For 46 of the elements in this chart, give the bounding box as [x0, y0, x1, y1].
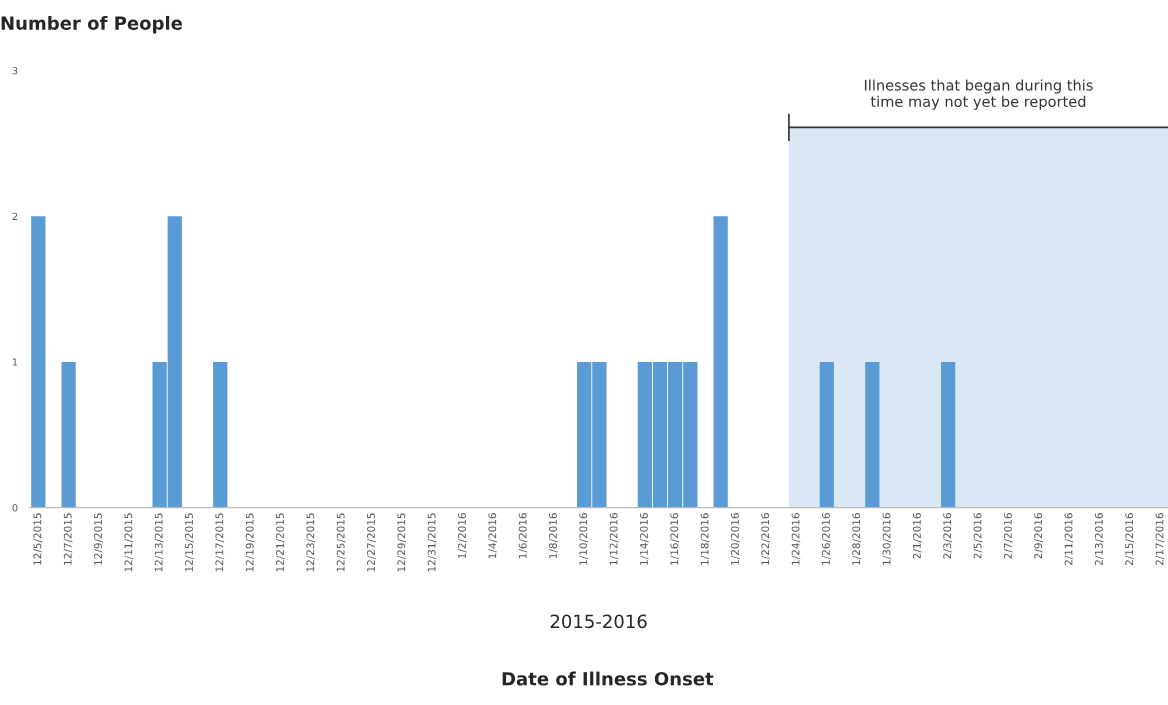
text: Date of Illness Onset: [502, 671, 714, 686]
x-tick-label: 12/11/2015: [124, 513, 134, 572]
y-axis-title: Number of People: [1, 15, 183, 34]
x-tick-label: 1/4/2016: [488, 513, 498, 559]
x-tick-label: 2/9/2016: [1034, 513, 1043, 559]
x-tick-label: 12/31/2015: [427, 513, 437, 572]
y-tick-label: 0: [12, 504, 18, 512]
x-tick-label: 1/26/2016: [821, 513, 831, 565]
y-tick-label: 3: [12, 66, 18, 75]
x-tick-label: 1/20/2016: [730, 513, 740, 565]
x-tick-label: 1/24/2016: [791, 513, 801, 565]
x-tick-label: 12/7/2015: [63, 513, 73, 565]
x-tick-label: 12/9/2015: [94, 513, 103, 565]
x-tick-label: 12/23/2015: [306, 513, 316, 572]
x-tick-label: 2/3/2016: [943, 513, 952, 559]
x-tick-label: 2/1/2016: [912, 513, 922, 559]
band-label: Illnesses that began during this time may not yet be reported: [864, 79, 1093, 110]
x-tick-label: 1/30/2016: [882, 513, 892, 565]
x-tick-label: 12/13/2015: [154, 513, 164, 572]
x-tick-label: 12/15/2015: [185, 513, 194, 572]
x-tick-label: 2/17/2016: [1155, 513, 1165, 566]
y-tick-label: 1: [12, 358, 18, 366]
x-tick-label: 2/7/2016: [1003, 513, 1013, 559]
x-tick-label: 1/12/2016: [609, 513, 619, 565]
x-tick-label: 12/19/2015: [245, 513, 255, 572]
x-axis-title: 2015-2016: [550, 614, 647, 629]
x-tick-label: 1/2/2016: [458, 513, 467, 559]
x-tick-label: 1/14/2016: [639, 513, 649, 565]
x-tick-label: 2/5/2016: [973, 513, 983, 559]
x-tick-label: 12/21/2015: [276, 513, 285, 572]
x-tick-label: 12/29/2015: [397, 513, 407, 572]
x-tick-label: 12/25/2015: [336, 513, 346, 572]
x-tick-label: 12/5/2015: [33, 513, 43, 565]
x-tick-label: 1/6/2016: [518, 513, 528, 559]
y-tick-label: 2: [12, 212, 18, 220]
x-tick-label: 1/22/2016: [761, 513, 770, 565]
x-tick-label: 2/15/2016: [1125, 513, 1134, 566]
x-tick-label: 1/8/2016: [549, 513, 558, 559]
x-tick-label: 2/13/2016: [1094, 513, 1104, 566]
x-tick-label: 1/10/2016: [579, 513, 589, 565]
x-tick-label: 1/28/2016: [852, 513, 861, 565]
x-tick-label: 1/18/2016: [700, 513, 710, 565]
x-tick-label: 12/27/2015: [367, 513, 376, 572]
x-tick-label: 12/17/2015: [215, 513, 225, 572]
x-tick-label: 2/11/2016: [1064, 513, 1074, 566]
x-tick-label: 1/16/2016: [670, 513, 680, 565]
